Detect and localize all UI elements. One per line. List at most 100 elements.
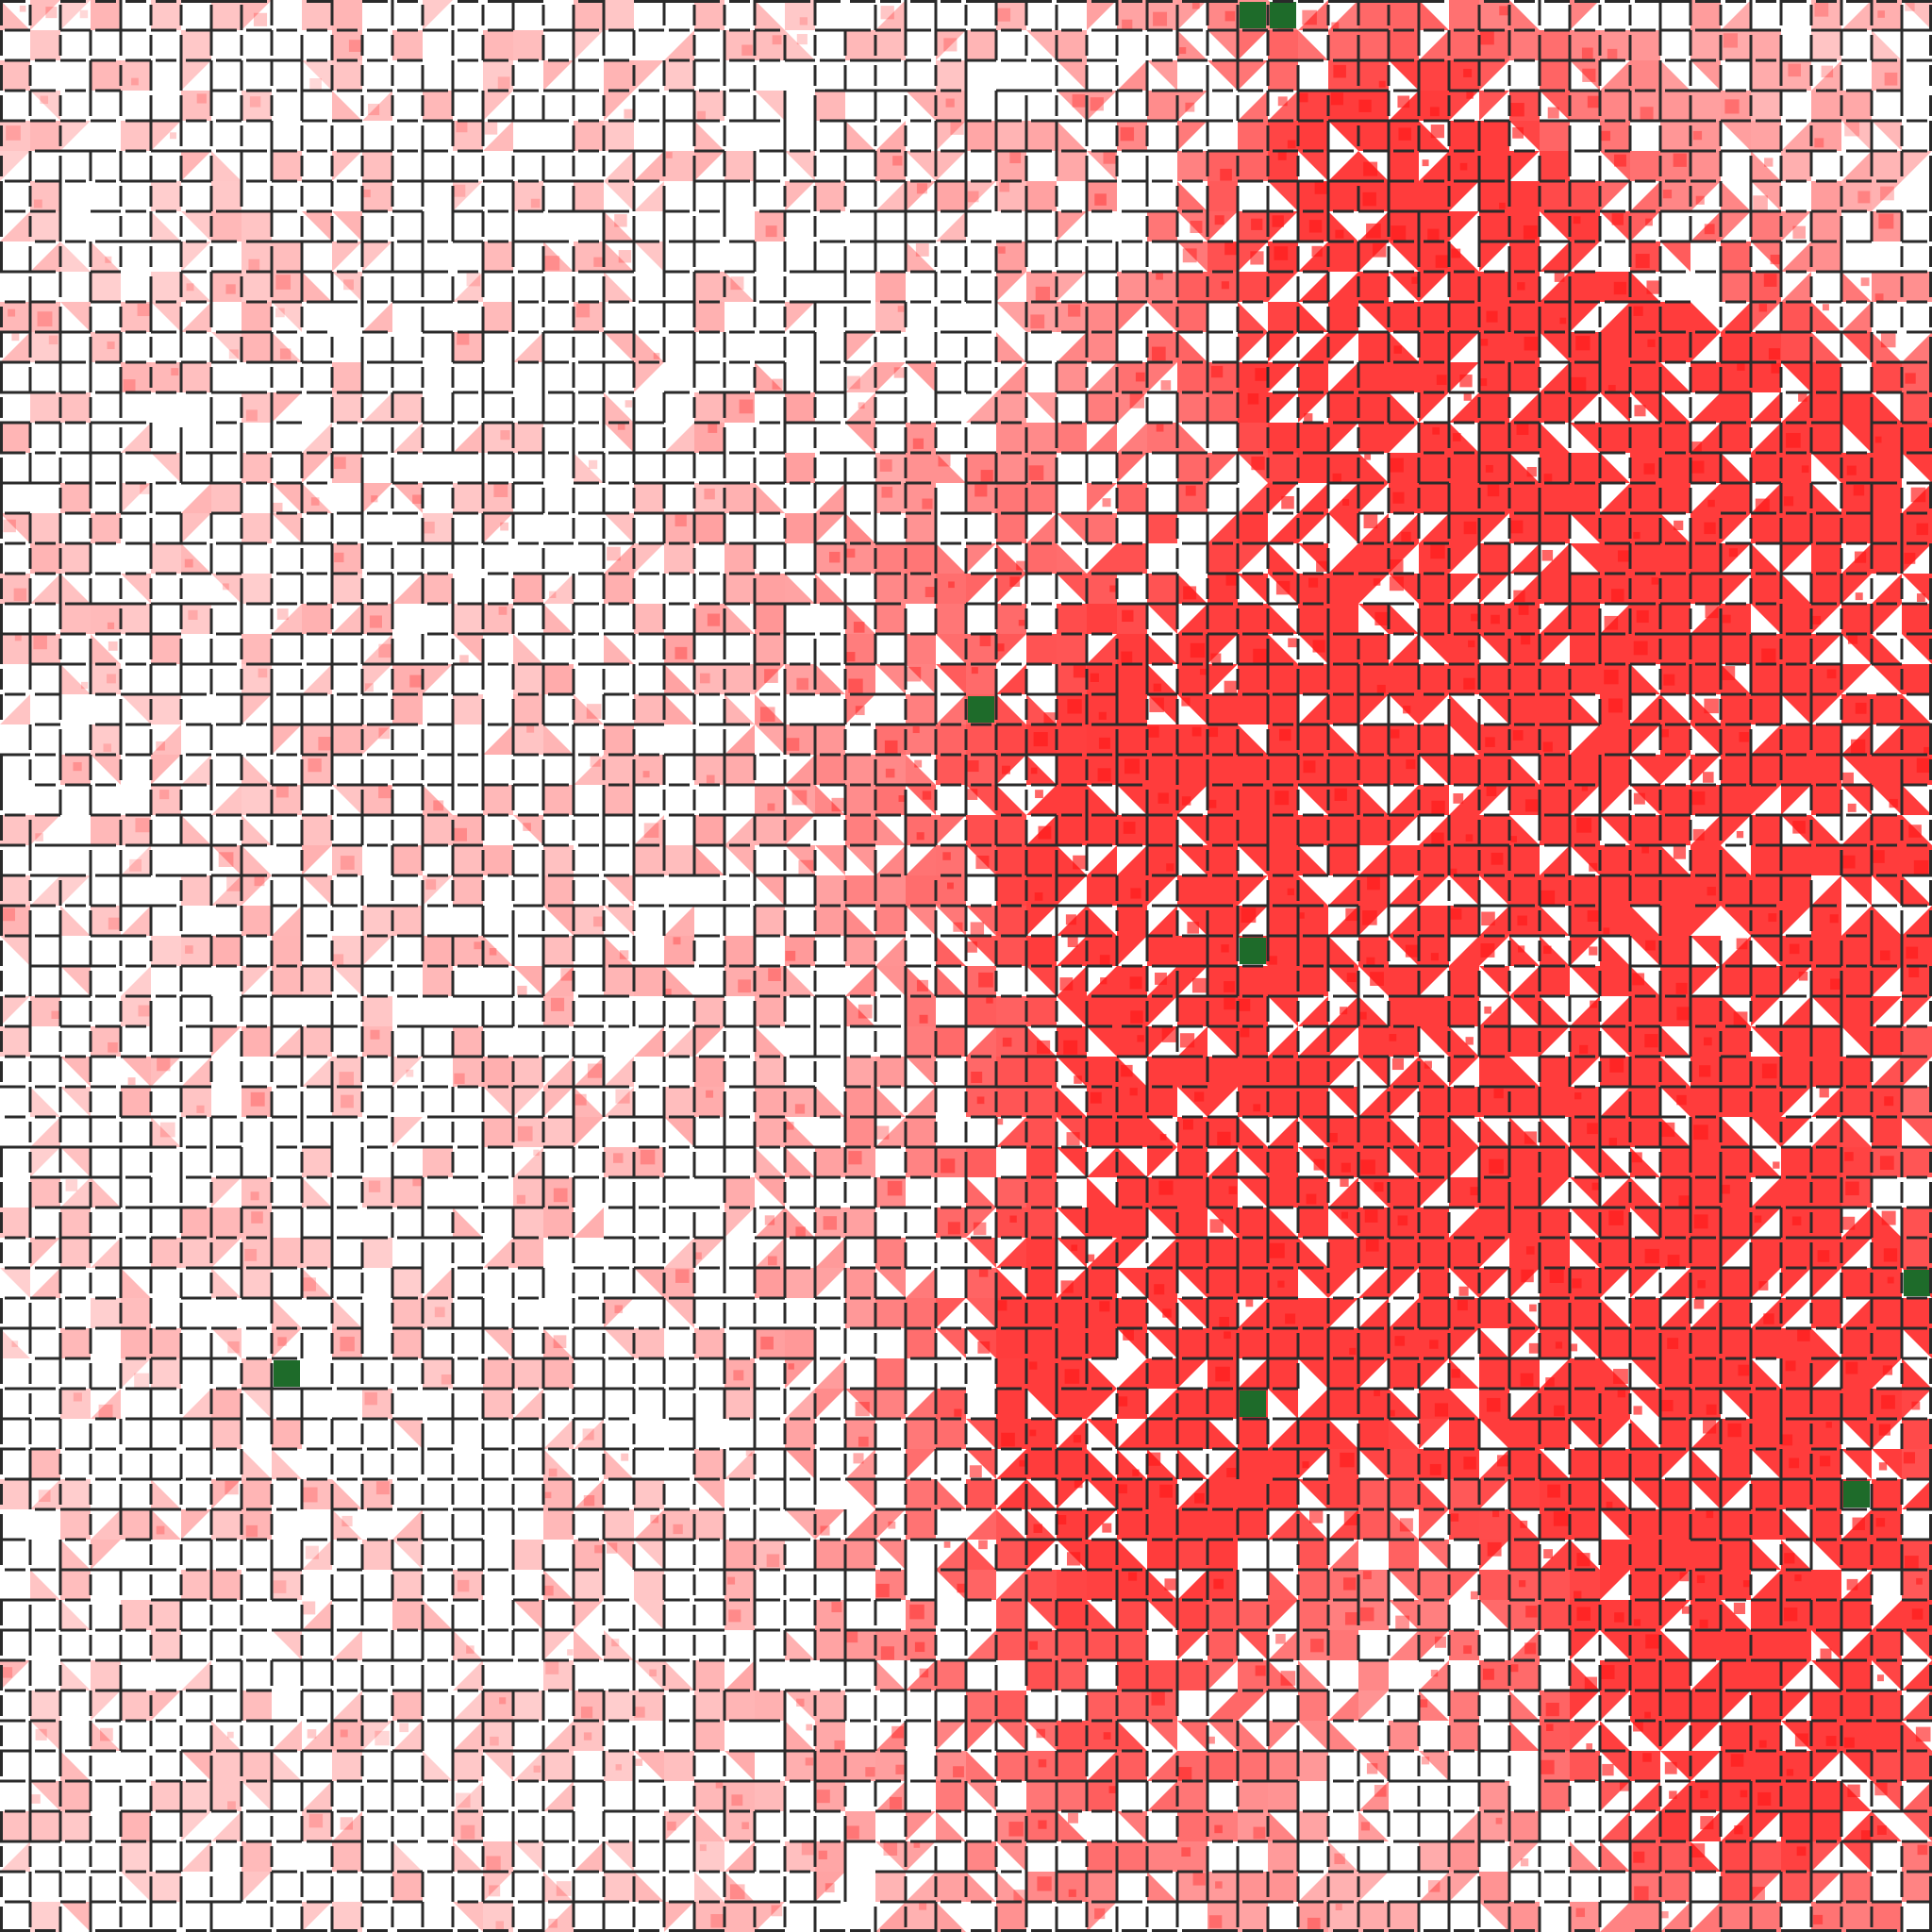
heat-cell xyxy=(513,1540,543,1570)
heat-cell xyxy=(936,1419,966,1449)
heat-cell xyxy=(392,483,423,513)
heat-speckle xyxy=(1269,1242,1285,1258)
heat-speckle xyxy=(1489,1158,1504,1174)
heat-speckle xyxy=(169,132,176,140)
heat-cell xyxy=(1177,604,1208,634)
heat-cell xyxy=(1177,0,1208,30)
heat-cell xyxy=(1238,1057,1268,1087)
heat-cell xyxy=(1147,272,1177,302)
heat-cell xyxy=(1328,0,1358,30)
heat-speckle xyxy=(947,1222,960,1235)
heat-speckle xyxy=(1457,1300,1468,1311)
heat-cell xyxy=(1540,845,1570,875)
heat-cell xyxy=(423,1600,453,1630)
heat-cell xyxy=(1328,332,1358,362)
heat-cell xyxy=(1902,392,1932,423)
heat-cell xyxy=(1811,1298,1841,1328)
heat-cell xyxy=(1268,1841,1298,1872)
heat-speckle xyxy=(1367,876,1380,891)
heat-cell xyxy=(1540,1057,1570,1087)
heat-cell xyxy=(1721,242,1751,272)
heat-speckle xyxy=(454,1073,465,1085)
heat-cell xyxy=(724,815,755,845)
heat-cell xyxy=(1328,513,1358,543)
heat-cell xyxy=(1479,392,1509,423)
heat-cell xyxy=(1660,1268,1690,1298)
heat-speckle xyxy=(1090,1091,1102,1104)
heat-cell xyxy=(1751,936,1781,966)
heat-cell xyxy=(604,543,634,574)
heat-cell xyxy=(302,1177,332,1208)
heat-cell xyxy=(785,1117,815,1147)
heat-speckle xyxy=(1343,1577,1357,1591)
heat-speckle xyxy=(1678,1195,1690,1208)
heat-cell xyxy=(1449,1841,1479,1872)
heat-cell xyxy=(1841,936,1872,966)
heat-cell xyxy=(845,543,875,574)
heat-speckle xyxy=(378,643,392,658)
heat-speckle xyxy=(593,257,604,267)
heat-cell xyxy=(1389,1902,1419,1932)
heat-cell xyxy=(121,604,151,634)
heat-speckle xyxy=(1029,1429,1037,1437)
heat-speckle xyxy=(1226,1467,1237,1478)
heat-cell xyxy=(1117,392,1147,423)
heat-cell xyxy=(1811,1781,1841,1811)
heat-cell xyxy=(1087,1268,1117,1298)
heat-cell xyxy=(1117,1177,1147,1208)
heat-cell xyxy=(1570,1419,1600,1449)
heat-cell xyxy=(0,1268,30,1298)
heat-speckle xyxy=(1429,1463,1441,1475)
heat-cell xyxy=(1600,392,1630,423)
heat-speckle xyxy=(1103,151,1116,164)
heat-cell xyxy=(785,845,815,875)
heat-cell xyxy=(1298,423,1328,453)
heat-cell xyxy=(332,242,362,272)
heat-cell xyxy=(1600,634,1630,664)
heat-cell xyxy=(664,423,694,453)
heat-cell xyxy=(906,513,936,543)
heat-cell xyxy=(1751,724,1781,755)
heat-speckle xyxy=(1374,1182,1384,1192)
heat-cell xyxy=(936,1872,966,1902)
heat-speckle xyxy=(971,1072,983,1084)
heat-cell xyxy=(1389,1057,1419,1087)
heat-cell xyxy=(272,906,302,936)
heat-cell xyxy=(875,664,906,694)
heat-cell xyxy=(1600,91,1630,121)
heat-cell xyxy=(1208,513,1238,543)
heat-speckle xyxy=(798,859,814,875)
heat-cell xyxy=(845,694,875,724)
heat-cell xyxy=(1781,543,1811,574)
heat-speckle xyxy=(1529,1304,1537,1312)
heat-cell xyxy=(785,574,815,604)
heat-cell xyxy=(1660,1057,1690,1087)
heat-cell xyxy=(1147,815,1177,845)
heat-speckle xyxy=(1362,1571,1372,1580)
heat-cell xyxy=(845,1389,875,1419)
heat-speckle xyxy=(1794,1733,1808,1747)
heat-cell xyxy=(1570,1358,1600,1389)
heat-cell xyxy=(1479,755,1509,785)
heat-cell xyxy=(1660,181,1690,211)
heat-speckle xyxy=(889,1796,902,1809)
heat-cell xyxy=(1811,1358,1841,1389)
heat-cell xyxy=(1841,1268,1872,1298)
heat-speckle xyxy=(1161,1027,1176,1042)
heat-cell xyxy=(1449,1570,1479,1600)
heat-cell xyxy=(332,845,362,875)
heat-cell xyxy=(966,1177,996,1208)
heat-cell xyxy=(755,875,785,906)
heat-speckle xyxy=(1878,213,1894,229)
heat-cell xyxy=(1026,1328,1057,1358)
heat-speckle xyxy=(1330,92,1344,106)
heat-cell xyxy=(302,483,332,513)
heat-speckle xyxy=(1634,1886,1649,1901)
heat-speckle xyxy=(1158,1180,1174,1195)
heat-cell xyxy=(1298,453,1328,483)
heat-speckle xyxy=(370,1029,380,1040)
heat-speckle xyxy=(1465,834,1474,842)
heat-cell xyxy=(1841,453,1872,483)
heat-speckle xyxy=(1479,378,1488,387)
heat-speckle xyxy=(1030,314,1045,329)
